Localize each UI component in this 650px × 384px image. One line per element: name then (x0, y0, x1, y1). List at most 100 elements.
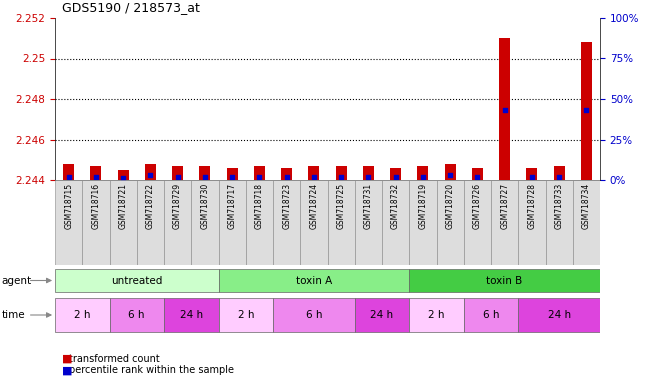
Bar (445, 164, 456, 180)
Bar (218, 180, 246, 265)
Bar (410, 269, 600, 292)
Text: GSM718726: GSM718726 (473, 182, 482, 229)
Bar (545, 180, 573, 265)
Bar (554, 166, 565, 180)
Text: 6 h: 6 h (483, 310, 499, 320)
Point (391, 174, 401, 180)
Bar (491, 180, 518, 265)
Bar (55, 269, 218, 292)
Bar (437, 180, 463, 265)
Bar (382, 180, 410, 265)
Bar (581, 42, 592, 180)
Bar (55, 298, 109, 332)
Text: time: time (1, 310, 25, 320)
Bar (463, 180, 491, 265)
Bar (273, 298, 355, 332)
Point (472, 174, 482, 180)
Bar (118, 170, 129, 180)
Bar (363, 166, 374, 180)
Bar (300, 180, 328, 265)
Text: GSM718715: GSM718715 (64, 182, 73, 229)
Text: ■: ■ (62, 365, 72, 375)
Text: 6 h: 6 h (129, 310, 145, 320)
Bar (63, 164, 74, 180)
Point (418, 174, 428, 180)
Bar (355, 180, 382, 265)
Bar (518, 180, 545, 265)
Text: untreated: untreated (111, 275, 162, 285)
Text: GSM718719: GSM718719 (419, 182, 428, 229)
Bar (499, 38, 510, 180)
Bar (355, 298, 410, 332)
Point (90, 174, 101, 180)
Bar (254, 166, 265, 180)
Bar (200, 166, 211, 180)
Text: 2 h: 2 h (74, 310, 90, 320)
Text: ■: ■ (62, 354, 72, 364)
Bar (573, 180, 600, 265)
Bar (518, 298, 600, 332)
Bar (83, 180, 109, 265)
Text: GSM718734: GSM718734 (582, 182, 591, 229)
Bar (410, 298, 463, 332)
Point (581, 107, 592, 113)
Point (172, 174, 183, 180)
Text: GSM718718: GSM718718 (255, 182, 264, 228)
Text: GSM718716: GSM718716 (92, 182, 100, 229)
Bar (335, 166, 346, 180)
Bar (218, 298, 273, 332)
Text: GSM718729: GSM718729 (173, 182, 182, 229)
Text: 24 h: 24 h (547, 310, 571, 320)
Bar (390, 168, 401, 180)
Text: toxin A: toxin A (296, 275, 332, 285)
Bar (526, 168, 538, 180)
Bar (281, 168, 292, 180)
Bar (309, 166, 319, 180)
Point (336, 174, 346, 180)
Bar (136, 180, 164, 265)
Text: 2 h: 2 h (428, 310, 445, 320)
Bar (172, 166, 183, 180)
Bar (164, 180, 191, 265)
Text: GSM718717: GSM718717 (227, 182, 237, 229)
Text: GSM718721: GSM718721 (118, 182, 127, 228)
Text: GSM718730: GSM718730 (200, 182, 209, 229)
Bar (246, 180, 273, 265)
Bar (273, 180, 300, 265)
Text: transformed count: transformed count (70, 354, 160, 364)
Point (200, 174, 210, 180)
Text: GSM718732: GSM718732 (391, 182, 400, 229)
Bar (109, 180, 136, 265)
Text: GSM718722: GSM718722 (146, 182, 155, 228)
Bar (145, 164, 156, 180)
Point (499, 107, 510, 113)
Bar (410, 180, 437, 265)
Point (254, 174, 265, 180)
Point (118, 175, 128, 182)
Bar (227, 168, 238, 180)
Text: GSM718725: GSM718725 (337, 182, 346, 229)
Text: GSM718720: GSM718720 (446, 182, 454, 229)
Bar (472, 168, 483, 180)
Text: 24 h: 24 h (370, 310, 393, 320)
Bar (191, 180, 218, 265)
Point (363, 174, 374, 180)
Bar (328, 180, 355, 265)
Point (145, 172, 155, 178)
Text: percentile rank within the sample: percentile rank within the sample (70, 365, 234, 375)
Text: GSM718727: GSM718727 (500, 182, 509, 229)
Bar (417, 166, 428, 180)
Point (309, 174, 319, 180)
Text: 24 h: 24 h (179, 310, 203, 320)
Point (526, 174, 537, 180)
Text: toxin B: toxin B (486, 275, 523, 285)
Text: GSM718728: GSM718728 (527, 182, 536, 228)
Bar (218, 269, 410, 292)
Text: GSM718733: GSM718733 (554, 182, 564, 229)
Bar (463, 298, 518, 332)
Bar (164, 298, 218, 332)
Bar (55, 180, 83, 265)
Text: 2 h: 2 h (237, 310, 254, 320)
Bar (90, 166, 101, 180)
Text: GSM718724: GSM718724 (309, 182, 318, 229)
